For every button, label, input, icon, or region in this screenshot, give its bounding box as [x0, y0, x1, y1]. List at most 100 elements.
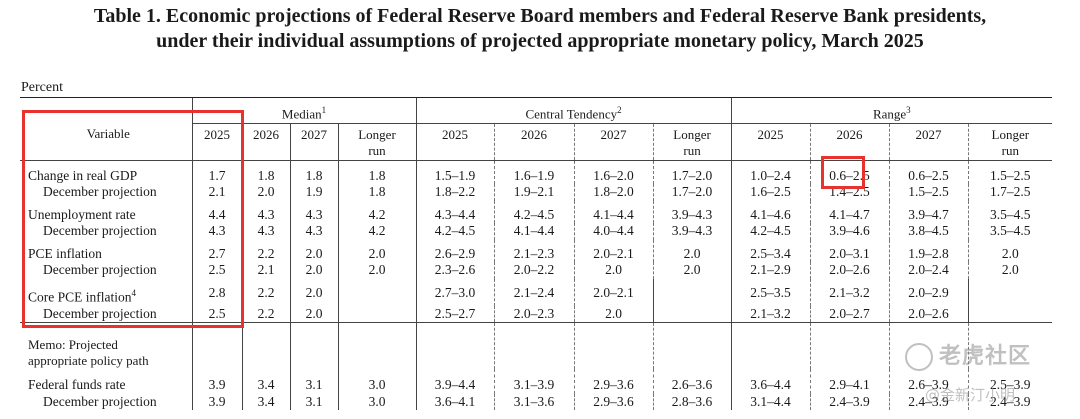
central-cell: 2.0 [652, 239, 732, 263]
central-cell [652, 278, 732, 306]
median-cell: 4.3 [241, 223, 290, 240]
header-year-row: 2025 2026 2027 Longer run 2025 2026 2027 Longer r… [20, 123, 1053, 161]
range-cell: 3.5–4.5 [967, 200, 1053, 224]
row-label-text: December projection [43, 305, 157, 321]
median-longer-run-header: Longer run [337, 123, 417, 161]
row-label-text: Change in real GDP [28, 167, 138, 183]
central-cell: 2.0 [573, 262, 654, 279]
range-cell: 2.9–4.1 [809, 369, 890, 394]
central-year-2: 2027 [573, 123, 654, 161]
median-cell: 2.1 [191, 184, 242, 201]
row-label-text: Core PCE inflation [28, 289, 132, 305]
memo-empty-cell [493, 322, 575, 370]
highlight-box-median-2025 [22, 110, 244, 328]
range-cell: 2.5–3.4 [730, 239, 811, 263]
memo-line-1: Memo: Projected [28, 337, 118, 353]
range-cell: 3.9–4.7 [888, 200, 969, 224]
range-cell [967, 278, 1053, 306]
central-cell: 1.8–2.2 [415, 184, 495, 201]
table-row: December projection 2.1 2.0 1.9 1.8 1.8–2.2 1.… [20, 184, 1053, 201]
row-label-text: December projection [43, 184, 157, 200]
central-cell: 4.2–4.5 [493, 200, 575, 224]
header-group-row: Variable Median1 Central Tendency2 Range… [20, 98, 1053, 161]
longer-run-line-2: run [1001, 143, 1019, 159]
title-line-1: Table 1. Economic projections of Federal… [93, 5, 987, 27]
central-cell: 3.9–4.3 [652, 200, 732, 224]
longer-run-line-1: Longer [358, 126, 396, 142]
row-label-text: December projection [43, 393, 157, 409]
central-cell: 1.6–1.9 [493, 160, 575, 185]
central-cell: 1.7–2.0 [652, 160, 732, 185]
central-cell: 2.6–2.9 [415, 239, 495, 263]
range-cell: 3.6–4.4 [730, 369, 811, 394]
central-cell: 2.0 [652, 262, 732, 279]
row-label: PCE inflation [20, 240, 192, 263]
row-label: Unemployment rate [20, 201, 192, 224]
central-cell: 2.3–2.6 [415, 262, 495, 279]
row-label: December projection [20, 223, 192, 240]
central-cell: 2.7–3.0 [415, 278, 495, 306]
central-cell: 2.0–2.1 [573, 239, 654, 263]
row-label-text: Federal funds rate [28, 377, 126, 393]
range-cell: 3.5–4.5 [967, 223, 1053, 240]
memo-row: Memo: Projected appropriate policy path [20, 322, 1053, 370]
median-cell: 4.3 [289, 223, 338, 240]
range-cell: 2.0–2.4 [888, 262, 969, 279]
range-cell: 1.7–2.5 [967, 184, 1053, 201]
central-cell: 2.1–2.3 [493, 239, 575, 263]
row-label: December projection [20, 262, 192, 279]
longer-run-line-1: Longer [991, 126, 1030, 142]
range-cell: 2.0–2.6 [888, 305, 969, 323]
range-cell: 2.0–2.6 [809, 262, 890, 279]
central-longer-run-header: Longer run [652, 123, 732, 161]
median-year-1: 2026 [241, 123, 290, 161]
memo-empty-cell [730, 322, 811, 370]
central-year-1: 2026 [493, 123, 575, 161]
row-label-text: December projection [43, 223, 157, 239]
range-cell: 2.6–3.9 [888, 369, 969, 394]
central-cell: 2.0 [573, 305, 654, 323]
central-cell: 4.3–4.4 [415, 200, 495, 224]
memo-label: Memo: Projected appropriate policy path [20, 322, 192, 370]
range-cell [967, 305, 1053, 323]
range-year-1: 2026 [809, 123, 890, 161]
central-cell: 1.8–2.0 [573, 184, 654, 201]
median-cell: 1.8 [337, 184, 417, 201]
central-cell: 2.0–2.1 [573, 278, 654, 306]
range-cell: 2.0–2.7 [809, 305, 890, 323]
central-cell: 1.7–2.0 [652, 184, 732, 201]
row-label: Federal funds rate [20, 369, 192, 394]
row-label-text: Unemployment rate [28, 206, 136, 222]
median-cell: 3.4 [241, 369, 290, 394]
row-label-text: PCE inflation [28, 245, 102, 261]
range-cell: 2.4–3.9 [888, 393, 969, 411]
table-row: December projection 2.5 2.1 2.0 2.0 2.3–2.6 2.… [20, 262, 1053, 279]
central-cell: 1.6–2.0 [573, 160, 654, 185]
median-cell: 3.9 [191, 369, 242, 394]
range-cell: 2.4–3.9 [967, 393, 1053, 411]
median-cell: 2.0 [337, 262, 417, 279]
row-label: December projection [20, 306, 192, 323]
watermark-author: @金新汀小明 [925, 386, 1016, 404]
central-cell: 4.1–4.4 [573, 200, 654, 224]
memo-empty-cell [191, 322, 242, 370]
central-cell: 4.1–4.4 [493, 223, 575, 240]
median-cell: 2.0 [241, 184, 290, 201]
range-header: Range3 [730, 98, 1053, 124]
median-cell: 2.0 [289, 305, 338, 323]
median-cell: 3.9 [191, 393, 242, 411]
row-label: Change in real GDP [20, 160, 192, 184]
central-tendency-header: Central Tendency2 [415, 98, 732, 124]
median-cell: 4.2 [337, 200, 417, 224]
watermark-brand: 老虎社区 [905, 338, 1031, 371]
memo-empty-cell [967, 322, 1053, 370]
range-cell: 1.5–2.5 [967, 160, 1053, 185]
table-row: December projection 2.5 2.2 2.0 2.5–2.7 2.0–2… [20, 305, 1053, 323]
highlight-box-range-2026 [821, 156, 865, 189]
table-body: Change in real GDP 1.7 1.8 1.8 1.8 1.5–1.9 1.6… [20, 160, 1053, 411]
unit-label: Percent [21, 80, 63, 95]
table-row: December projection 3.9 3.4 3.1 3.0 3.6–4.1 3.… [20, 393, 1053, 411]
median-cell: 3.1 [289, 369, 338, 394]
range-year-0: 2025 [730, 123, 811, 161]
longer-run-line-2: run [368, 143, 386, 159]
